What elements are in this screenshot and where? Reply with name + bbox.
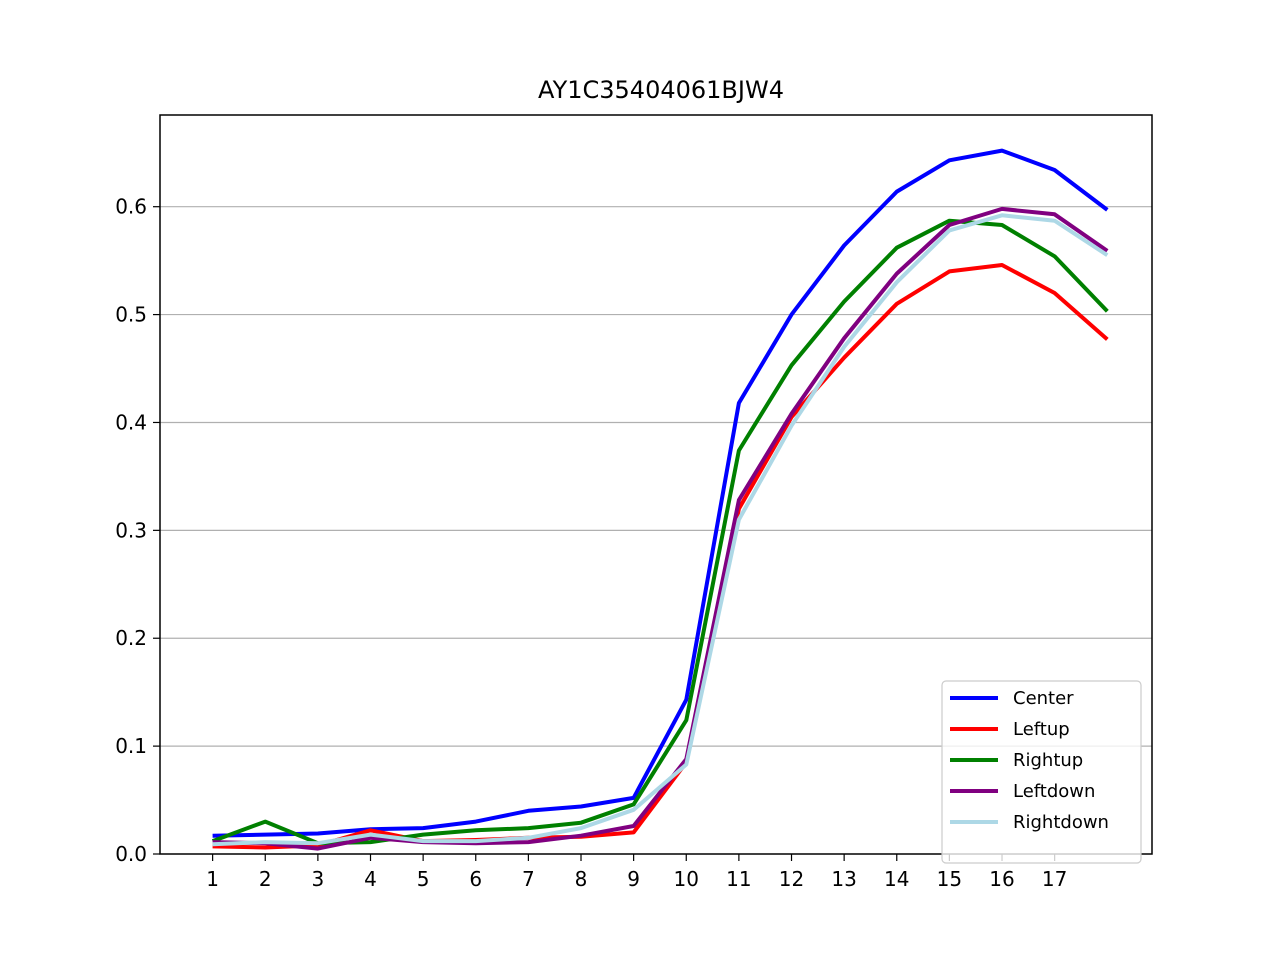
x-tick-label: 9 xyxy=(627,867,640,891)
x-tick-label: 10 xyxy=(674,867,699,891)
x-tick-label: 1 xyxy=(206,867,219,891)
x-tick-label: 15 xyxy=(937,867,962,891)
y-tick-label: 0.3 xyxy=(115,518,147,542)
chart-title: AY1C35404061BJW4 xyxy=(538,76,784,104)
x-tick-label: 13 xyxy=(831,867,856,891)
x-tick-label: 8 xyxy=(575,867,588,891)
series-line-leftdown xyxy=(212,206,1109,851)
legend-label-rightdown: Rightdown xyxy=(1013,812,1109,833)
x-tick-label: 7 xyxy=(522,867,535,891)
legend-box xyxy=(941,680,1142,864)
y-tick-label: 0.1 xyxy=(115,734,147,758)
grid-lines xyxy=(160,206,1152,747)
x-tick-label: 11 xyxy=(726,867,751,891)
y-tick-label: 0.6 xyxy=(115,195,147,219)
legend: Center Leftup Rightup Leftdown Rightdown xyxy=(941,680,1142,864)
x-tick-label: 3 xyxy=(312,867,325,891)
x-axis: 1 2 3 4 5 6 7 8 9 10 11 12 13 14 15 16 17 xyxy=(206,854,1067,891)
series-line-leftup xyxy=(212,263,1109,850)
x-tick-label: 17 xyxy=(1042,867,1067,891)
x-tick-label: 5 xyxy=(417,867,430,891)
x-tick-label: 12 xyxy=(779,867,804,891)
y-axis: 0.0 0.1 0.2 0.3 0.4 0.5 0.6 xyxy=(115,195,160,866)
y-tick-label: 0.4 xyxy=(115,410,147,434)
legend-label-center: Center xyxy=(1013,688,1074,709)
series-line-rightdown xyxy=(212,213,1109,847)
legend-label-leftdown: Leftdown xyxy=(1013,781,1095,802)
y-tick-label: 0.2 xyxy=(115,626,147,650)
legend-label-leftup: Leftup xyxy=(1013,719,1070,740)
series-line-center xyxy=(212,148,1109,838)
y-tick-label: 0.5 xyxy=(115,303,147,327)
x-tick-label: 6 xyxy=(469,867,482,891)
x-tick-label: 16 xyxy=(989,867,1014,891)
plot-frame xyxy=(159,114,1153,855)
x-tick-label: 2 xyxy=(259,867,272,891)
x-tick-label: 14 xyxy=(884,867,909,891)
x-tick-label: 4 xyxy=(364,867,377,891)
y-tick-label: 0.0 xyxy=(115,842,147,866)
legend-label-rightup: Rightup xyxy=(1013,750,1083,771)
series-lines xyxy=(211,148,1109,851)
